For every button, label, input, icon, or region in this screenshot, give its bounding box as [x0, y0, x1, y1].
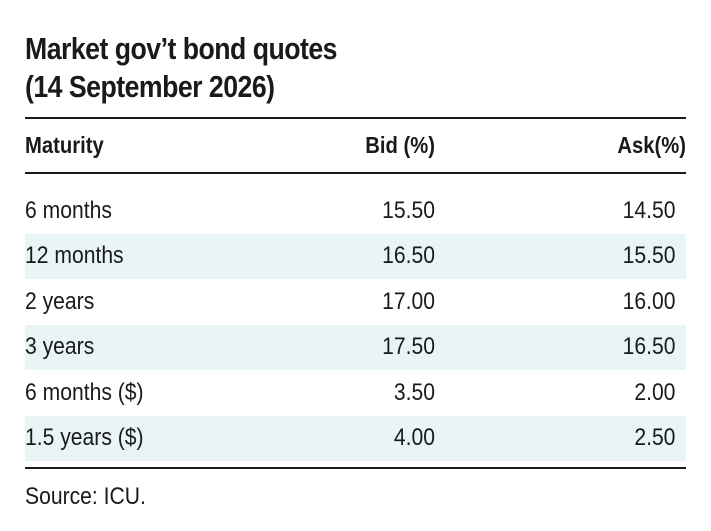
cell-bid: 15.50 [382, 196, 435, 224]
title-line-1: Market gov’t bond quotes [25, 31, 338, 66]
cell-ask: 2.50 [634, 424, 676, 452]
bond-quotes-table-card: Market gov’t bond quotes (14 September 2… [25, 30, 686, 511]
cell-bid: 17.50 [382, 333, 435, 361]
table-row: 6 months ($) 3.50 2.00 [25, 370, 686, 416]
bottom-rule [25, 467, 686, 469]
header-rule [25, 172, 686, 174]
header-bid: Bid (%) [365, 132, 435, 158]
source-note: Source: ICU. [25, 483, 146, 510]
cell-maturity: 12 months [25, 242, 124, 270]
table-row: 1.5 years ($) 4.00 2.50 [25, 415, 686, 461]
table-row: 2 years 17.00 16.00 [25, 279, 686, 325]
cell-ask: 16.50 [622, 333, 676, 361]
cell-maturity: 3 years [25, 333, 95, 361]
header-maturity: Maturity [25, 132, 104, 158]
top-rule [25, 117, 686, 119]
table-row: 6 months 15.50 14.50 [25, 188, 686, 234]
cell-bid: 3.50 [393, 378, 435, 406]
cell-maturity: 2 years [25, 287, 95, 315]
cell-bid: 16.50 [382, 242, 435, 270]
title-line-2: (14 September 2026) [25, 69, 275, 104]
cell-bid: 4.00 [393, 424, 435, 452]
cell-maturity: 6 months [25, 196, 112, 224]
table-body: 6 months 15.50 14.50 12 months 16.50 15.… [25, 188, 686, 461]
cell-maturity: 6 months ($) [25, 378, 144, 406]
table-header: Maturity Bid (%) Ask(%) [25, 119, 686, 172]
header-ask: Ask(%) [617, 132, 686, 158]
cell-bid: 17.00 [382, 287, 435, 315]
table-row: 12 months 16.50 15.50 [25, 233, 686, 279]
table-row: 3 years 17.50 16.50 [25, 324, 686, 370]
cell-ask: 2.00 [634, 378, 676, 406]
cell-maturity: 1.5 years ($) [25, 424, 144, 452]
cell-ask: 16.00 [622, 287, 676, 315]
cell-ask: 15.50 [622, 242, 676, 270]
cell-ask: 14.50 [622, 196, 676, 224]
